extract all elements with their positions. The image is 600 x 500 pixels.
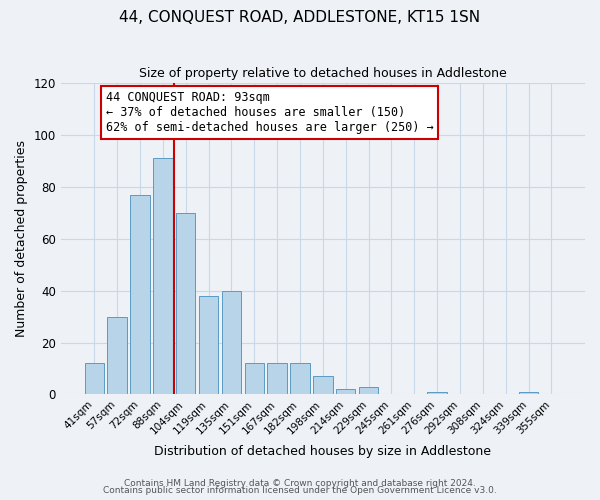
Bar [336, 390, 355, 394]
Bar [427, 392, 447, 394]
Bar [245, 364, 264, 394]
Bar [130, 194, 150, 394]
X-axis label: Distribution of detached houses by size in Addlestone: Distribution of detached houses by size … [154, 444, 491, 458]
Bar [268, 364, 287, 394]
Bar [519, 392, 538, 394]
Y-axis label: Number of detached properties: Number of detached properties [15, 140, 28, 338]
Bar [107, 316, 127, 394]
Bar [359, 386, 379, 394]
Bar [290, 364, 310, 394]
Bar [199, 296, 218, 394]
Text: Contains HM Land Registry data © Crown copyright and database right 2024.: Contains HM Land Registry data © Crown c… [124, 478, 476, 488]
Text: 44, CONQUEST ROAD, ADDLESTONE, KT15 1SN: 44, CONQUEST ROAD, ADDLESTONE, KT15 1SN [119, 10, 481, 25]
Text: 44 CONQUEST ROAD: 93sqm
← 37% of detached houses are smaller (150)
62% of semi-d: 44 CONQUEST ROAD: 93sqm ← 37% of detache… [106, 91, 434, 134]
Title: Size of property relative to detached houses in Addlestone: Size of property relative to detached ho… [139, 68, 507, 80]
Bar [85, 364, 104, 394]
Bar [176, 213, 196, 394]
Text: Contains public sector information licensed under the Open Government Licence v3: Contains public sector information licen… [103, 486, 497, 495]
Bar [153, 158, 173, 394]
Bar [313, 376, 332, 394]
Bar [222, 290, 241, 395]
